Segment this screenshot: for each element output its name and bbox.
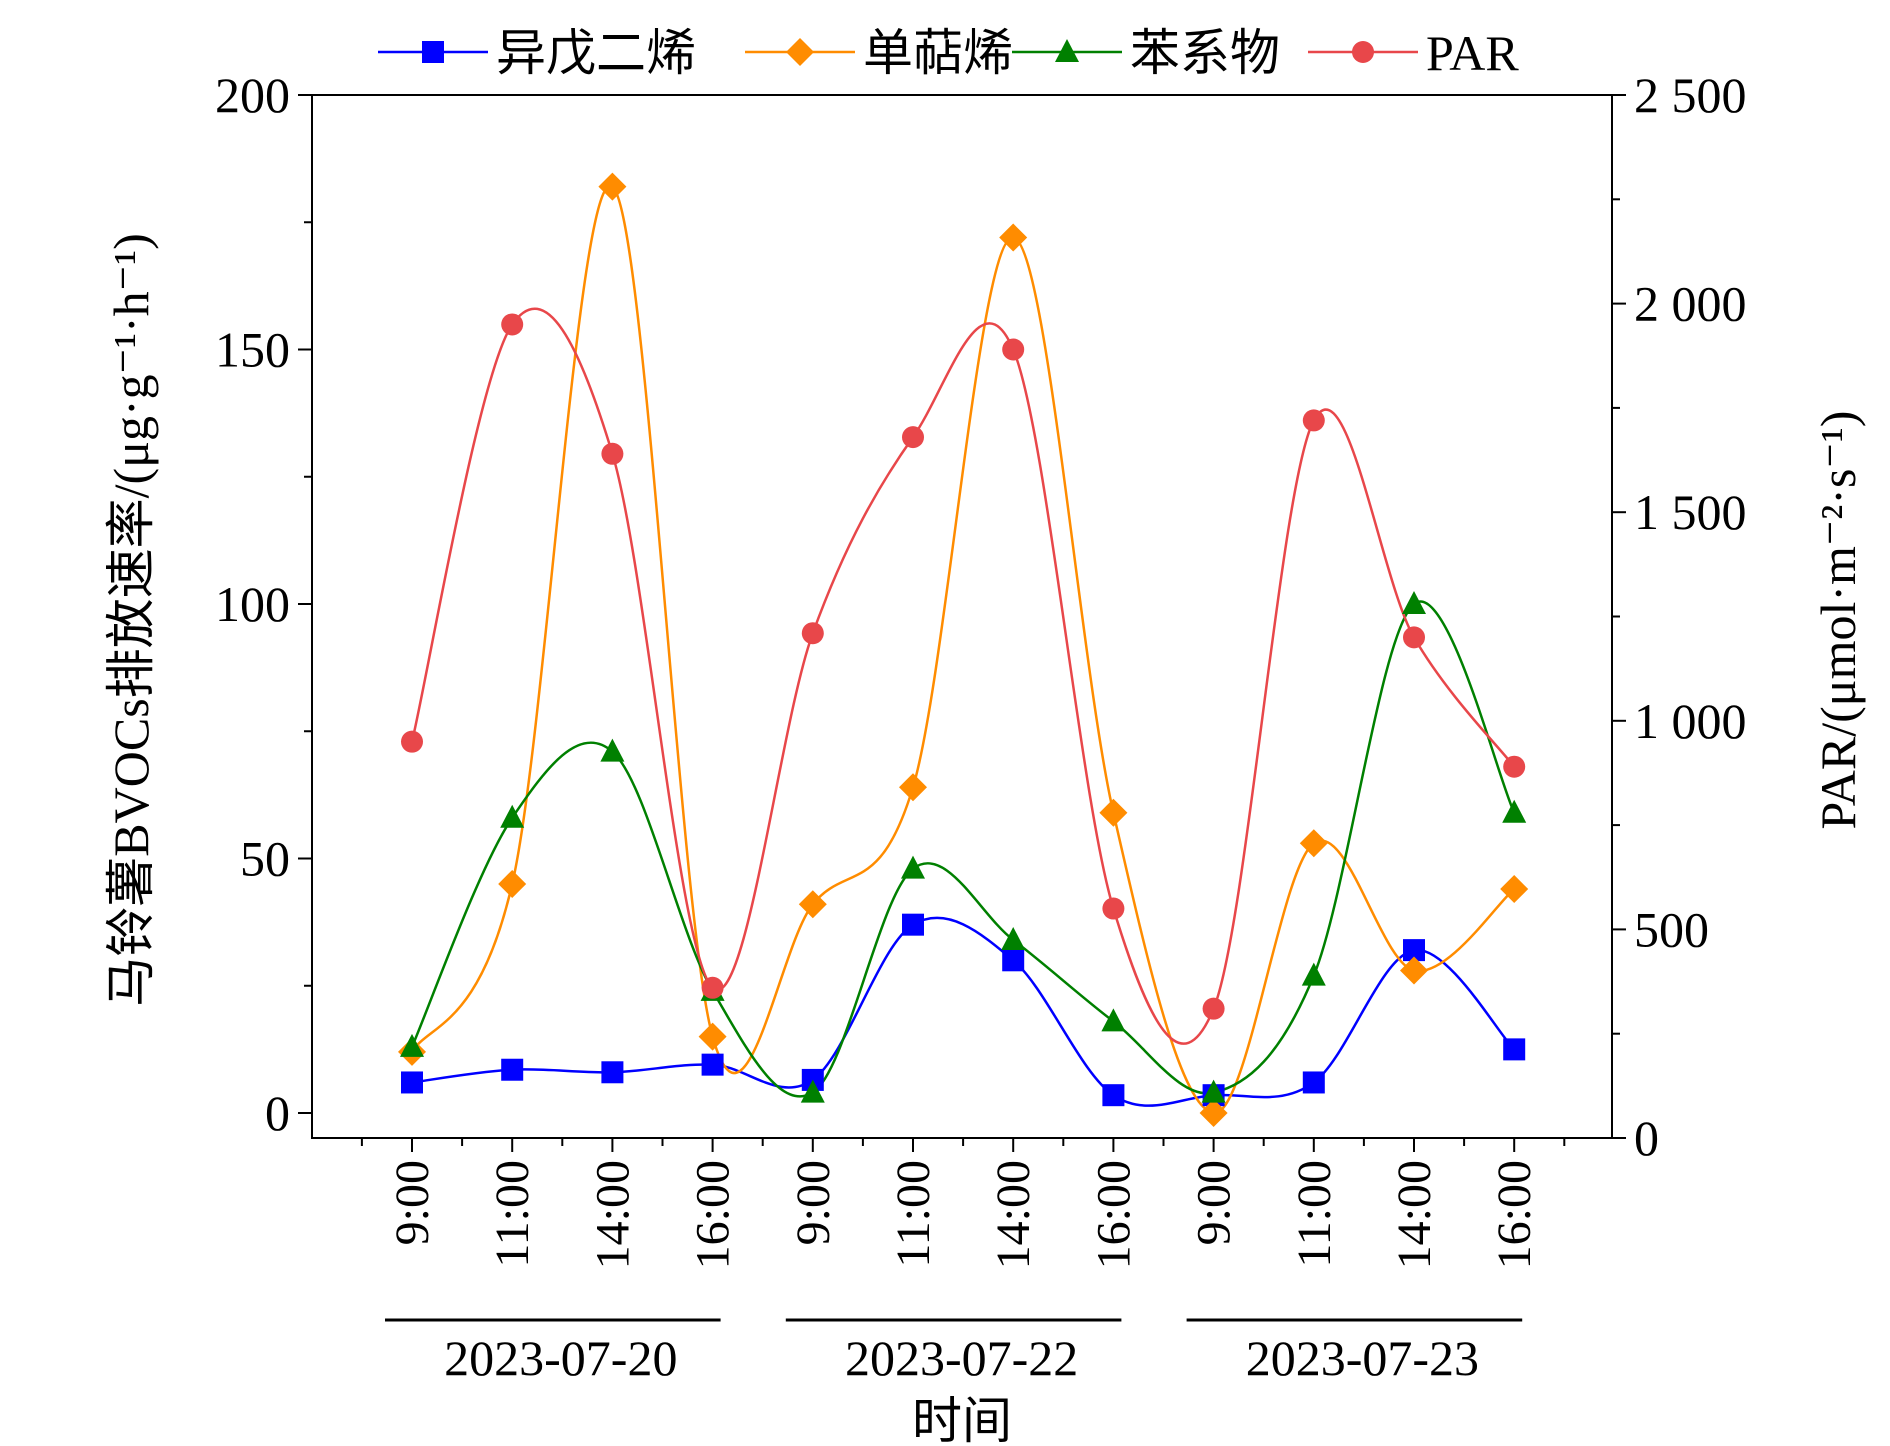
data-point bbox=[1503, 755, 1526, 778]
x-tick-label: 16:00 bbox=[1488, 1160, 1541, 1269]
data-point bbox=[1400, 956, 1428, 985]
data-point bbox=[1102, 1084, 1125, 1107]
legend-label: 单萜烯 bbox=[863, 25, 1013, 81]
y-left-tick-label: 50 bbox=[240, 831, 290, 887]
data-point bbox=[800, 1079, 825, 1103]
data-point bbox=[401, 1071, 423, 1094]
legend: 异戊二烯 单萜烯 苯系物 PAR bbox=[378, 25, 1519, 81]
series-line bbox=[410, 184, 1516, 1115]
x-tick-label: 14:00 bbox=[1388, 1160, 1441, 1269]
y-right-tick-label: 2 500 bbox=[1634, 67, 1747, 123]
series-line bbox=[411, 916, 1516, 1107]
data-point bbox=[1301, 962, 1326, 986]
y-right-tick-label: 2 000 bbox=[1634, 276, 1747, 332]
x-axis-title: 时间 bbox=[912, 1393, 1012, 1446]
plot-frame bbox=[311, 94, 1613, 1139]
x-tick-label: 9:00 bbox=[386, 1160, 439, 1245]
series-line bbox=[410, 307, 1516, 1045]
y-left-tick-label: 100 bbox=[215, 576, 290, 632]
data-point bbox=[902, 426, 924, 449]
data-point bbox=[999, 223, 1028, 252]
legend-label: 异戊二烯 bbox=[496, 25, 696, 81]
data-point bbox=[1503, 1038, 1526, 1061]
x-tick-label: 16:00 bbox=[1087, 1160, 1140, 1269]
data-point bbox=[500, 804, 525, 828]
data-point bbox=[1403, 939, 1425, 962]
date-group-label: 2023-07-22 bbox=[845, 1330, 1078, 1386]
date-group-label: 2023-07-20 bbox=[444, 1330, 677, 1386]
data-point bbox=[701, 976, 724, 999]
data-point bbox=[698, 1022, 727, 1051]
x-tick-label: 9:00 bbox=[1188, 1160, 1241, 1245]
y-right-tick-label: 0 bbox=[1634, 1110, 1659, 1166]
legend-label: 苯系物 bbox=[1130, 25, 1280, 81]
data-point bbox=[401, 730, 423, 753]
data-point bbox=[501, 313, 524, 336]
series-curves bbox=[410, 184, 1516, 1115]
x-tick-label: 14:00 bbox=[987, 1160, 1040, 1269]
legend-marker bbox=[786, 38, 814, 66]
data-point bbox=[601, 442, 624, 465]
data-point bbox=[901, 855, 925, 879]
y-right-tick-label: 1 500 bbox=[1634, 484, 1747, 540]
data-point bbox=[1502, 799, 1527, 823]
data-point bbox=[600, 738, 625, 762]
data-point bbox=[1001, 926, 1026, 950]
y-axis-left-title: 马铃薯BVOCs排放速率/(μg·g⁻¹·h⁻¹) bbox=[103, 233, 159, 1006]
data-point bbox=[400, 1033, 424, 1057]
data-point bbox=[1199, 1099, 1228, 1127]
data-point bbox=[798, 890, 827, 919]
data-point bbox=[899, 773, 927, 802]
data-point bbox=[1299, 829, 1328, 858]
data-point bbox=[1002, 949, 1025, 972]
data-point bbox=[1402, 591, 1426, 614]
data-point bbox=[1201, 1079, 1226, 1103]
y-right-tick-label: 1 000 bbox=[1634, 693, 1747, 749]
y-left-tick-label: 0 bbox=[265, 1085, 290, 1141]
data-point bbox=[1099, 798, 1128, 827]
data-point bbox=[498, 869, 527, 898]
y-left-tick-label: 150 bbox=[215, 322, 290, 378]
data-point bbox=[701, 1053, 724, 1076]
data-point bbox=[801, 622, 824, 645]
data-point bbox=[1302, 1071, 1325, 1094]
data-point bbox=[1102, 897, 1125, 920]
data-point bbox=[1101, 1008, 1126, 1032]
data-point bbox=[1202, 997, 1225, 1020]
y-axis-right-title: PAR/(μmol·m⁻²·s⁻¹) bbox=[1810, 411, 1866, 830]
data-point bbox=[1002, 338, 1025, 361]
series-markers bbox=[398, 172, 1529, 1127]
y-right-tick-label: 500 bbox=[1634, 901, 1709, 957]
y-left-tick-label: 200 bbox=[215, 67, 290, 123]
x-tick-label: 16:00 bbox=[687, 1160, 740, 1269]
x-tick-label: 14:00 bbox=[586, 1160, 639, 1269]
data-point bbox=[501, 1058, 524, 1081]
legend-marker bbox=[422, 41, 444, 63]
x-tick-label: 11:00 bbox=[887, 1160, 940, 1268]
series-line bbox=[410, 600, 1516, 1098]
x-tick-label: 11:00 bbox=[486, 1160, 539, 1268]
legend-label: PAR bbox=[1426, 25, 1519, 81]
data-point bbox=[601, 1061, 624, 1084]
data-point bbox=[1302, 409, 1325, 432]
axes: 0 50 100 150 200 0 500 1 000 1 500 2 000 2 500 9:00… bbox=[215, 67, 1747, 1386]
legend-marker bbox=[1055, 39, 1079, 62]
data-point bbox=[598, 172, 627, 201]
date-group-label: 2023-07-23 bbox=[1246, 1330, 1479, 1386]
legend-marker bbox=[1352, 41, 1374, 63]
x-tick-label: 9:00 bbox=[787, 1160, 840, 1245]
data-point bbox=[902, 913, 924, 936]
data-point bbox=[1500, 875, 1529, 904]
x-tick-label: 11:00 bbox=[1288, 1160, 1341, 1268]
data-point bbox=[1403, 626, 1425, 649]
